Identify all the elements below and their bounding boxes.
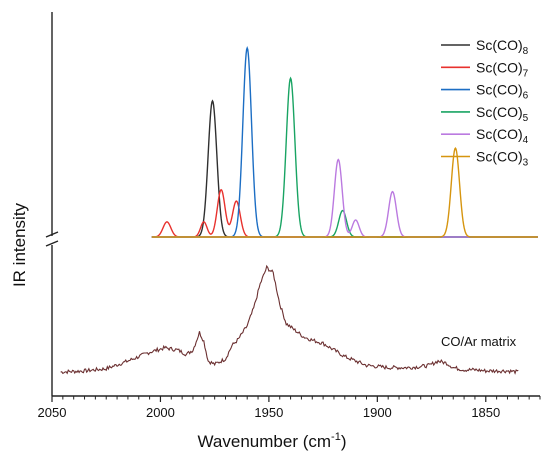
axis-break-mark-lower <box>45 240 59 247</box>
x-tick-label: 1950 <box>254 405 283 420</box>
x-tick-label: 2000 <box>146 405 175 420</box>
legend-label-scco7: Sc(CO)7 <box>476 59 529 79</box>
axis-break-mark-upper <box>45 231 59 238</box>
x-tick-label: 1850 <box>471 405 500 420</box>
experimental-trace <box>60 264 519 375</box>
simulated-spectra <box>151 45 538 238</box>
series-line-scco6 <box>151 45 538 238</box>
axes: 2050 2000 1950 1900 1850 <box>38 12 541 420</box>
series-line-scco4 <box>151 158 538 238</box>
x-axis-title: Wavenumber (cm-1) <box>198 431 347 451</box>
legend-label-scco8: Sc(CO)8 <box>476 37 529 57</box>
legend-label-scco6: Sc(CO)6 <box>476 82 529 102</box>
experimental-spectrum <box>60 264 519 375</box>
matrix-annotation: CO/Ar matrix <box>441 334 517 349</box>
series-line-scco3 <box>151 146 538 238</box>
legend-label-scco3: Sc(CO)3 <box>476 149 529 169</box>
legend-label-scco5: Sc(CO)5 <box>476 104 529 124</box>
legend: Sc(CO)8Sc(CO)7 Sc(CO)6Sc(CO)5Sc(CO)4 Sc(CO… <box>441 37 529 169</box>
legend-label-scco4: Sc(CO)4 <box>476 126 529 146</box>
y-axis-title: IR intensity <box>10 202 29 287</box>
x-tick-label: 1900 <box>363 405 392 420</box>
x-tick-label: 2050 <box>38 405 67 420</box>
